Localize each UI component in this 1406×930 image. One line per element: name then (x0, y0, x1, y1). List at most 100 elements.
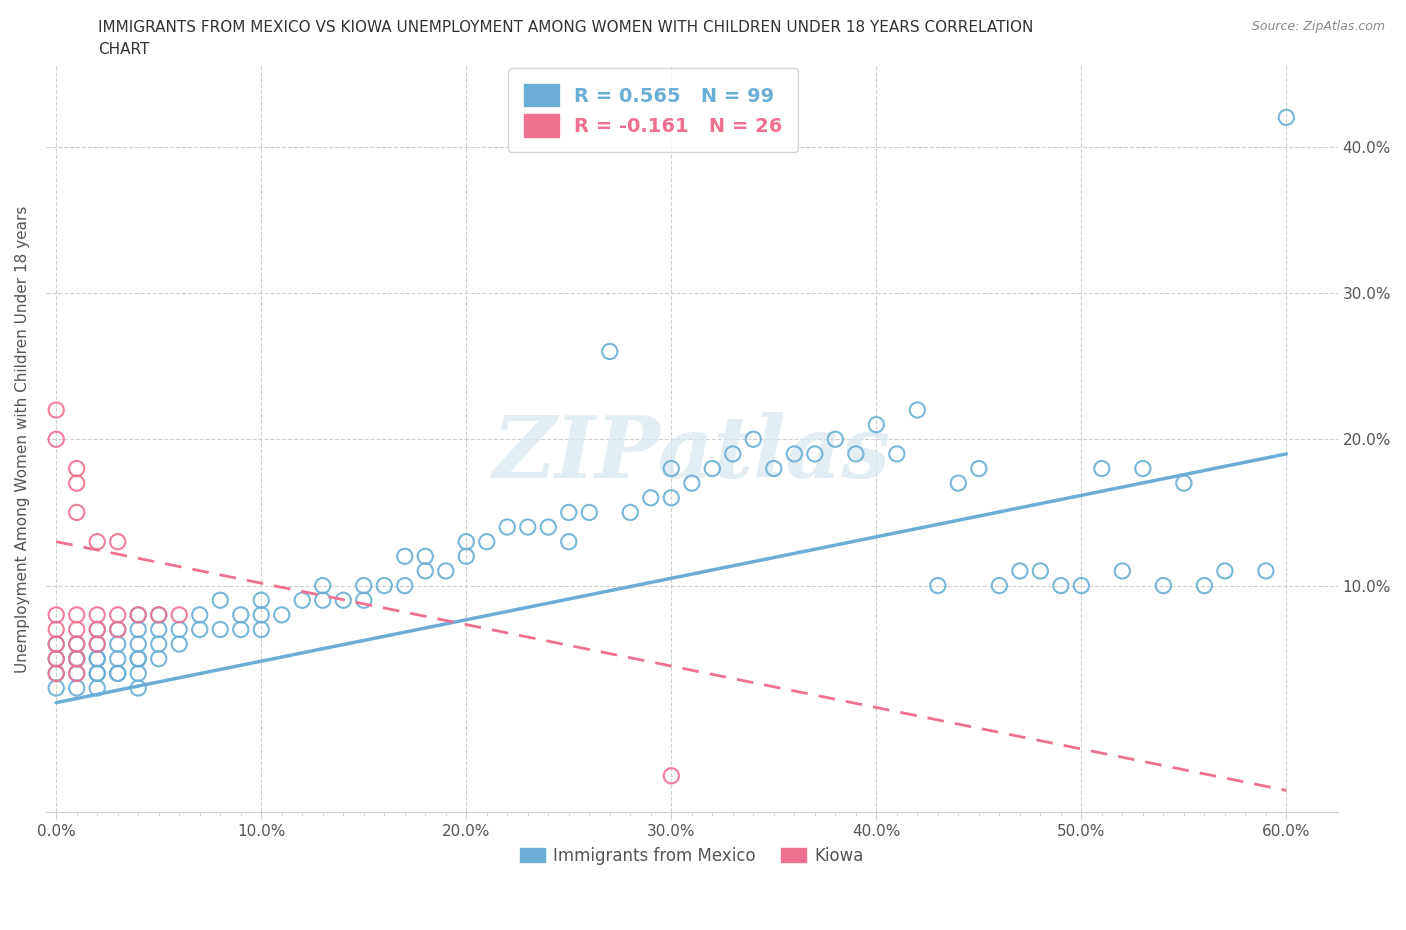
Point (86, 681, 108, 696)
Point (312, 592, 335, 607)
Point (209, 622, 232, 637)
Point (86, 607, 108, 622)
Point (619, 505, 641, 520)
Point (127, 622, 149, 637)
Point (107, 534, 129, 549)
Point (1091, 461, 1114, 476)
Point (188, 622, 211, 637)
Point (1275, 110, 1298, 125)
Point (1132, 461, 1154, 476)
Point (905, 403, 928, 418)
Point (107, 637, 129, 652)
Point (107, 622, 129, 637)
Point (148, 637, 170, 652)
Point (148, 651, 170, 666)
Point (413, 549, 436, 564)
Point (86, 637, 108, 652)
Point (107, 622, 129, 637)
Point (516, 520, 538, 535)
Point (45, 666, 67, 681)
Point (45, 637, 67, 652)
Point (45, 666, 67, 681)
Point (742, 432, 765, 446)
Point (148, 607, 170, 622)
Point (66, 607, 89, 622)
Point (66, 651, 89, 666)
Point (681, 476, 703, 491)
Point (66, 505, 89, 520)
Point (537, 520, 560, 535)
Point (45, 432, 67, 446)
Point (1029, 564, 1052, 578)
Point (66, 476, 89, 491)
Point (456, 534, 478, 549)
Point (148, 622, 170, 637)
Point (45, 651, 67, 666)
Point (762, 461, 785, 476)
Point (250, 622, 273, 637)
Point (702, 461, 724, 476)
Y-axis label: Unemployment Among Women with Children Under 18 years: Unemployment Among Women with Children U… (15, 206, 30, 673)
Text: Source: ZipAtlas.com: Source: ZipAtlas.com (1251, 20, 1385, 33)
Point (107, 607, 129, 622)
Point (1070, 578, 1092, 593)
Point (1213, 564, 1236, 578)
Point (127, 681, 149, 696)
Point (45, 607, 67, 622)
Point (86, 651, 108, 666)
Point (783, 446, 806, 461)
Point (107, 666, 129, 681)
Point (167, 637, 190, 652)
Point (824, 432, 846, 446)
Point (45, 651, 67, 666)
Point (148, 607, 170, 622)
Point (659, 768, 682, 783)
Point (86, 534, 108, 549)
Point (456, 549, 478, 564)
Point (1111, 564, 1133, 578)
Text: ZIPatlas: ZIPatlas (492, 412, 891, 496)
Point (640, 490, 662, 505)
Point (1050, 578, 1073, 593)
Point (270, 607, 292, 622)
Point (373, 578, 395, 593)
Point (127, 607, 149, 622)
Point (86, 622, 108, 637)
Point (1008, 564, 1031, 578)
Point (66, 461, 89, 476)
Point (659, 461, 682, 476)
Point (127, 666, 149, 681)
Point (66, 666, 89, 681)
Point (209, 592, 232, 607)
Point (45, 622, 67, 637)
Point (86, 622, 108, 637)
Point (66, 651, 89, 666)
Point (845, 446, 868, 461)
Point (886, 446, 908, 461)
Text: IMMIGRANTS FROM MEXICO VS KIOWA UNEMPLOYMENT AMONG WOMEN WITH CHILDREN UNDER 18 : IMMIGRANTS FROM MEXICO VS KIOWA UNEMPLOY… (98, 20, 1033, 35)
Point (988, 578, 1011, 593)
Point (167, 622, 190, 637)
Point (250, 607, 273, 622)
Point (229, 622, 252, 637)
Point (1194, 578, 1216, 593)
Point (558, 505, 581, 520)
Text: CHART: CHART (98, 42, 150, 57)
Point (1173, 476, 1195, 491)
Point (394, 578, 416, 593)
Point (107, 651, 129, 666)
Point (721, 446, 744, 461)
Point (413, 564, 436, 578)
Point (66, 681, 89, 696)
Point (229, 607, 252, 622)
Point (599, 344, 621, 359)
Point (66, 666, 89, 681)
Point (659, 490, 682, 505)
Point (188, 607, 211, 622)
Point (127, 607, 149, 622)
Point (86, 666, 108, 681)
Point (927, 578, 949, 593)
Point (475, 534, 498, 549)
Point (332, 592, 354, 607)
Point (66, 622, 89, 637)
